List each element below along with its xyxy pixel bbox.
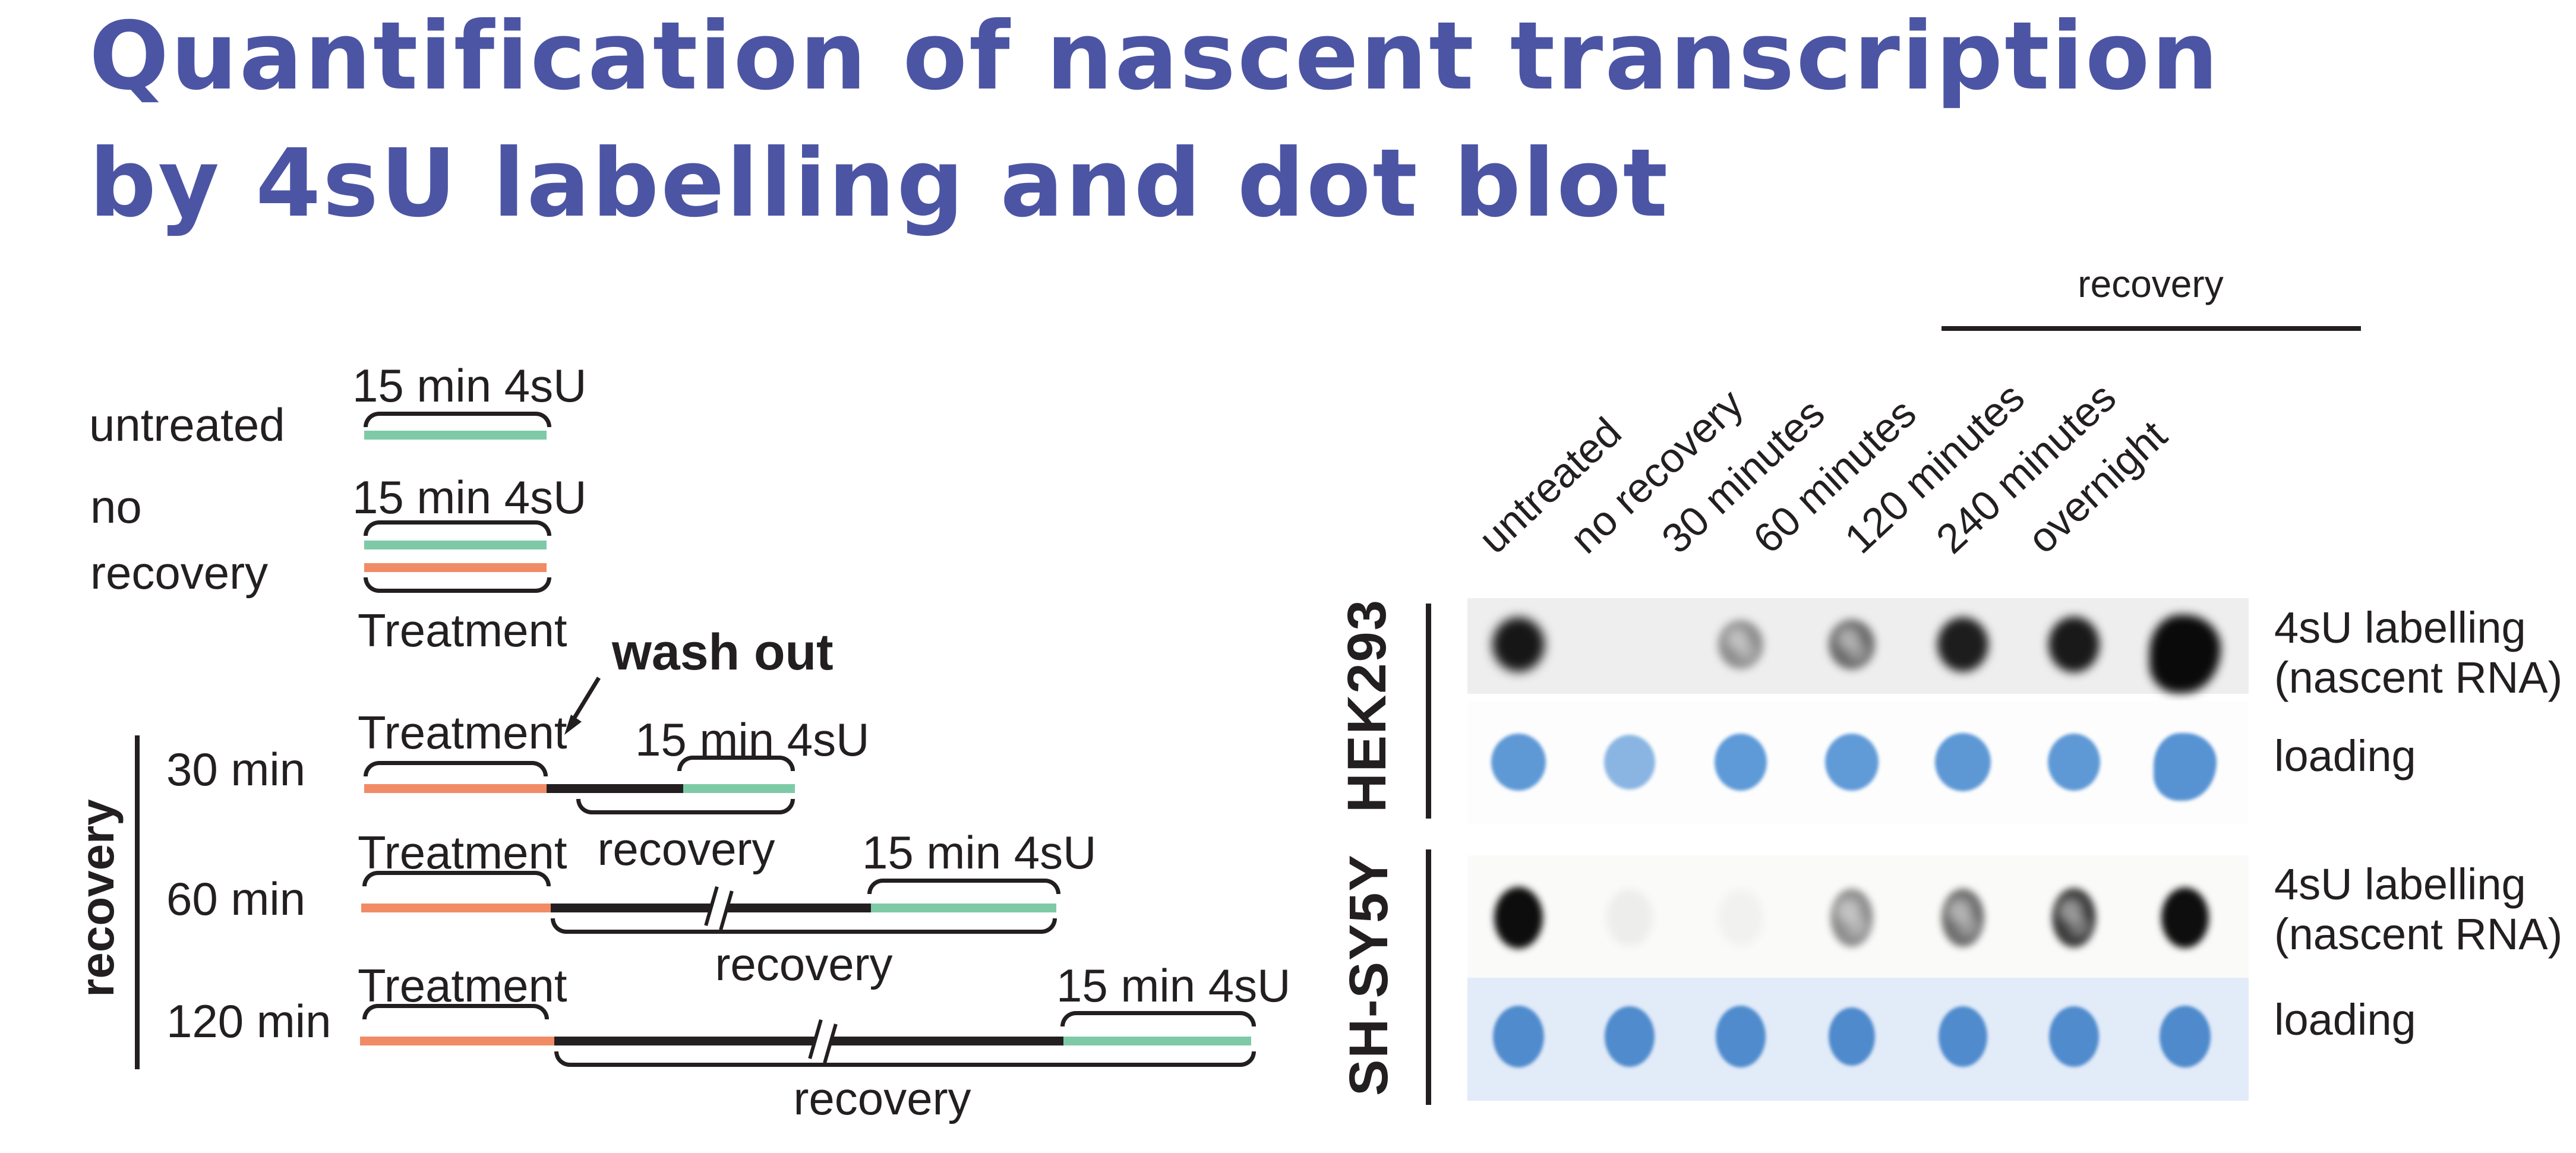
blot-dot <box>1942 889 1984 947</box>
blot-dot <box>1718 620 1763 669</box>
blot-dot <box>2161 887 2209 948</box>
figure-title-line1: Quantification of nascent transcription <box>89 2 2220 111</box>
blot-dot <box>1716 1006 1766 1067</box>
row-30min-treatment-label: Treatment <box>358 706 567 759</box>
hek293-loading-blot <box>1467 701 2249 825</box>
recovery-axis-line <box>135 735 140 1069</box>
blot-dot <box>1718 890 1763 946</box>
brace-recovery-60min <box>551 918 1057 934</box>
blot-dot <box>1825 734 1879 791</box>
row-120min-recovery-label: recovery <box>793 1072 971 1124</box>
bar-4su-120min <box>1063 1037 1251 1045</box>
bar-4su-30min <box>683 784 795 793</box>
row-120min-label: 120 min <box>166 995 332 1047</box>
row-60min-label: 60 min <box>166 873 306 925</box>
hek293-4su-row-label-line2: (nascent RNA) <box>2274 653 2563 702</box>
figure-title-line2: by 4sU labelling and dot blot <box>89 129 1670 238</box>
brace-recovery-30min <box>576 799 795 814</box>
blot-recovery-header: recovery <box>2078 263 2224 305</box>
brace-4su-60min <box>867 879 1060 894</box>
blot-dot <box>1606 889 1653 946</box>
row-120min-4su-label: 15 min 4sU <box>1056 959 1291 1012</box>
blot-dot <box>2154 733 2217 801</box>
blot-dot <box>1829 1007 1875 1066</box>
blot-dot <box>1829 620 1875 669</box>
shsy5y-divider-line <box>1426 849 1431 1105</box>
bar-treatment-no-recovery <box>364 563 547 572</box>
recovery-axis-label: recovery <box>71 799 124 997</box>
shsy5y-4su-blot <box>1467 855 2249 978</box>
blot-dot <box>2149 615 2221 693</box>
row-30min-label: 30 min <box>166 743 306 795</box>
shsy5y-4su-row-label-line1: 4sU labelling <box>2274 860 2526 909</box>
bar-treatment-120min <box>360 1037 554 1045</box>
blot-dot <box>2160 1006 2211 1067</box>
shsy5y-loading-blot <box>1467 978 2249 1101</box>
wash-out-label: wash out <box>612 624 834 681</box>
blot-dot <box>1494 887 1543 949</box>
row-no-recovery-4su-label: 15 min 4sU <box>352 471 587 523</box>
bar-treatment-60min <box>361 904 551 912</box>
hek293-loading-row-label: loading <box>2274 731 2416 781</box>
bar-treatment-30min <box>364 784 547 793</box>
blot-dot <box>2048 617 2100 672</box>
row-30min-4su-label: 15 min 4sU <box>635 713 870 766</box>
row-no-recovery-label: no recovery <box>90 481 269 599</box>
bar-recovery-30min <box>547 784 683 793</box>
wash-out-arrow <box>564 677 601 735</box>
blot-recovery-header-line <box>1942 326 2361 331</box>
blot-dot <box>1935 733 1991 791</box>
row-no-recovery-treatment-label: Treatment <box>358 604 567 656</box>
blot-dot <box>1715 734 1767 791</box>
figure-root: { "title": { "line1": "Quantification of… <box>0 0 2576 1124</box>
hek293-4su-row-label-line1: 4sU labelling <box>2274 603 2526 652</box>
bar-4su-no-recovery <box>364 541 547 549</box>
bar-4su-untreated <box>364 431 547 440</box>
blot-dot <box>1939 1006 1987 1067</box>
cell-line-label-shsy5y: SH-SY5Y <box>1338 854 1399 1096</box>
brace-4su-untreated <box>364 412 551 427</box>
blot-dot <box>1605 1006 1655 1067</box>
blot-dot <box>1492 617 1545 672</box>
brace-recovery-120min <box>554 1051 1256 1067</box>
row-30min-recovery-label: recovery <box>597 823 775 875</box>
blot-dot <box>1493 1006 1544 1067</box>
blot-dot <box>1937 617 1988 672</box>
brace-4su-120min <box>1060 1011 1256 1026</box>
shsy5y-4su-row-label-line2: (nascent RNA) <box>2274 909 2563 959</box>
blot-dot <box>1604 735 1655 789</box>
hek293-4su-blot <box>1467 598 2249 694</box>
brace-treatment-60min <box>362 871 551 886</box>
shsy5y-loading-row-label: loading <box>2274 995 2416 1044</box>
brace-treatment-30min <box>364 761 548 776</box>
brace-treatment-no-recovery <box>364 577 551 593</box>
bar-recovery-120min <box>554 1037 1063 1045</box>
brace-treatment-120min <box>362 1004 549 1019</box>
row-60min-4su-label: 15 min 4sU <box>862 826 1097 879</box>
blot-dot <box>1830 889 1873 947</box>
blot-dot <box>2052 888 2096 947</box>
brace-4su-30min <box>677 756 795 771</box>
blot-dot <box>1491 734 1546 791</box>
row-120min-treatment-label: Treatment <box>358 959 567 1012</box>
row-untreated-label: untreated <box>89 399 285 451</box>
bar-4su-60min <box>871 904 1056 912</box>
hek293-divider-line <box>1426 604 1431 819</box>
blot-dot <box>2048 734 2100 791</box>
brace-4su-no-recovery <box>364 520 551 536</box>
row-60min-recovery-label: recovery <box>715 938 893 990</box>
row-untreated-4su-label: 15 min 4sU <box>352 359 587 412</box>
blot-dot <box>2049 1006 2099 1067</box>
row-60min-treatment-label: Treatment <box>358 826 567 879</box>
